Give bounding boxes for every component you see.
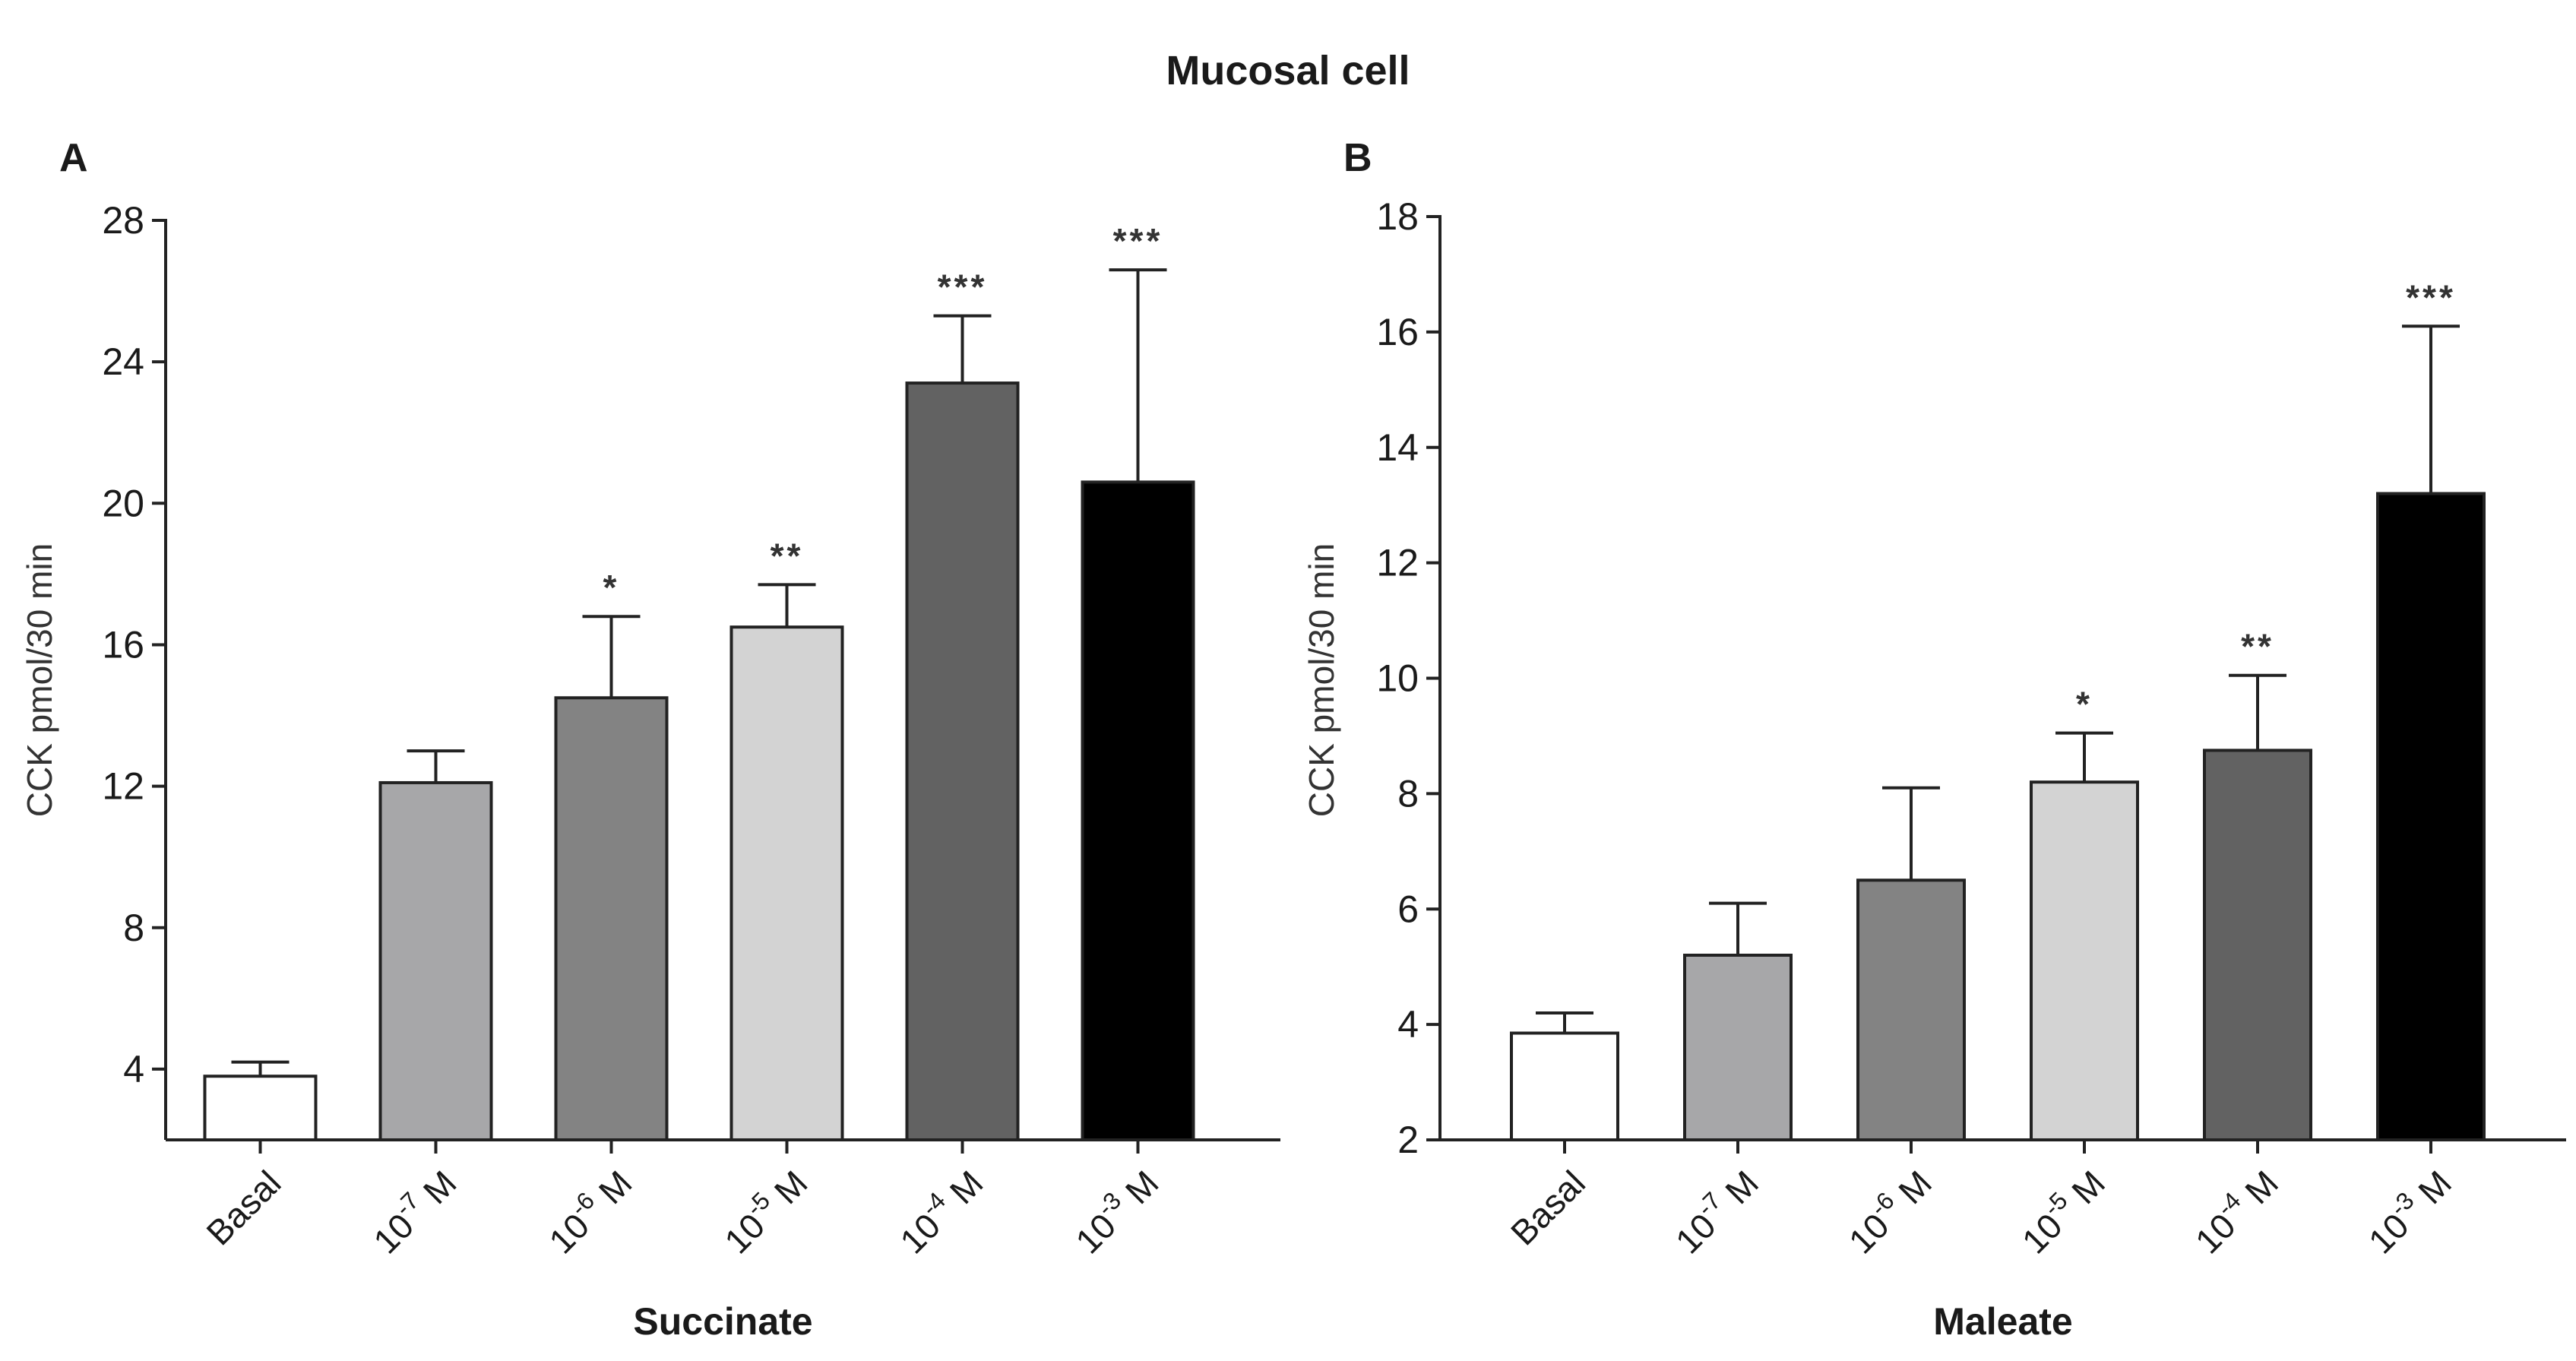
y-tick-label: 28 bbox=[102, 199, 144, 242]
bar bbox=[729, 625, 844, 1141]
y-tick-label: 4 bbox=[123, 1048, 144, 1090]
x-tick-label: 10-3 M bbox=[2357, 1159, 2459, 1261]
y-tick-label: 12 bbox=[102, 765, 144, 808]
chart-panel-a: 4 8 12 16 20 24 28 CCK pmol/30 min Succinate Basa… bbox=[20, 199, 1280, 1343]
y-tick-label: 10 bbox=[1376, 657, 1419, 700]
x-tick-label: 10-6 M bbox=[537, 1159, 639, 1261]
y-tick-label: 20 bbox=[102, 482, 144, 524]
y-tick-label: 8 bbox=[123, 907, 144, 949]
bar bbox=[1081, 480, 1195, 1141]
significance-label: * bbox=[603, 568, 620, 607]
significance-label: *** bbox=[2406, 277, 2456, 317]
y-tick-label: 8 bbox=[1397, 772, 1419, 815]
x-tick-label: 10-5 M bbox=[713, 1159, 815, 1261]
y-tick-label: 14 bbox=[1376, 426, 1419, 469]
y-tick-label: 16 bbox=[1376, 311, 1419, 353]
y-tick-label: 4 bbox=[1397, 1003, 1419, 1046]
y-tick-label: 12 bbox=[1376, 542, 1419, 584]
bar bbox=[905, 381, 1020, 1142]
bar bbox=[2203, 749, 2312, 1141]
x-tick-label: 10-6 M bbox=[1837, 1159, 1939, 1261]
x-tick-label: 10-3 M bbox=[1064, 1159, 1166, 1261]
panel-b-letter: B bbox=[1343, 136, 1372, 180]
x-axis-title: Succinate bbox=[633, 1300, 812, 1343]
panel-a-letter: A bbox=[59, 136, 88, 180]
bar bbox=[2376, 492, 2486, 1141]
x-tick-label: 10-4 M bbox=[2184, 1159, 2286, 1261]
chart-panel-b: 2 4 6 8 10 12 14 16 18 CCK pmol/30 min Maleate Basa… bbox=[1302, 195, 2566, 1343]
y-tick-label: 16 bbox=[102, 623, 144, 666]
significance-label: ** bbox=[2241, 627, 2274, 666]
significance-label: *** bbox=[938, 267, 988, 307]
bar bbox=[2030, 780, 2139, 1141]
figure-title: Mucosal cell bbox=[1166, 48, 1410, 93]
bar bbox=[554, 696, 669, 1141]
bar bbox=[203, 1075, 318, 1141]
x-tick-label: 10-4 M bbox=[888, 1159, 990, 1261]
x-tick-label: 10-5 M bbox=[2011, 1159, 2112, 1261]
significance-label: ** bbox=[771, 536, 804, 575]
x-tick-label: Basal bbox=[198, 1163, 288, 1252]
y-tick-label: 18 bbox=[1376, 195, 1419, 238]
x-tick-label: 10-7 M bbox=[362, 1159, 464, 1261]
x-axis-title: Maleate bbox=[1933, 1300, 2072, 1343]
x-tick-label: Basal bbox=[1503, 1163, 1593, 1252]
y-tick-label: 24 bbox=[102, 340, 144, 383]
y-axis-title: CCK pmol/30 min bbox=[20, 543, 59, 817]
bar bbox=[1683, 954, 1793, 1141]
bar bbox=[1510, 1031, 1619, 1141]
bar bbox=[378, 780, 493, 1141]
y-tick-label: 6 bbox=[1397, 888, 1419, 930]
significance-label: *** bbox=[1113, 221, 1163, 261]
bar bbox=[1856, 878, 1966, 1141]
y-axis-title: CCK pmol/30 min bbox=[1302, 543, 1341, 817]
significance-label: * bbox=[2076, 685, 2093, 724]
y-tick-label: 2 bbox=[1397, 1119, 1419, 1161]
x-tick-label: 10-7 M bbox=[1664, 1159, 1766, 1261]
